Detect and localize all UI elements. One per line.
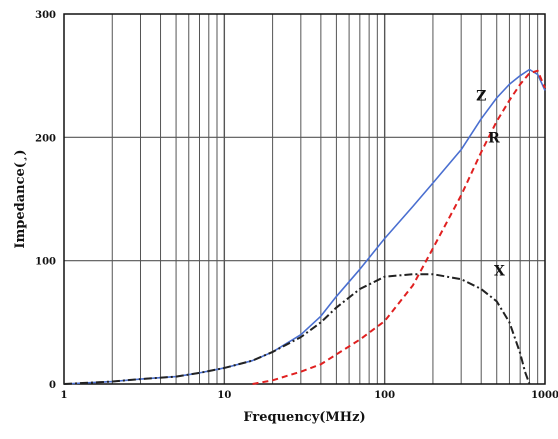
y-tick-label: 200 [35, 133, 56, 144]
x-axis-label: Frequency(MHz) [243, 410, 365, 425]
series-line-r [252, 69, 546, 385]
x-tick-label: 1 [61, 390, 68, 401]
series-label-x: X [494, 263, 505, 279]
series-line-x [63, 273, 531, 385]
series-label-z: Z [476, 88, 486, 104]
y-axis-label: Impedance(¸) [13, 149, 28, 248]
series-labels: Z R X [476, 88, 505, 279]
x-tick-label: 10 [217, 390, 231, 401]
x-tick-label: 100 [374, 390, 395, 401]
tick-labels: 1 10 100 1000 0 100 200 300 [35, 10, 558, 401]
y-tick-label: 100 [35, 257, 56, 268]
grid [64, 14, 545, 384]
series-line-z [63, 68, 546, 385]
series-lines [63, 68, 546, 385]
y-tick-label: 300 [35, 10, 56, 21]
series-label-r: R [488, 130, 500, 146]
plot-frame [63, 13, 546, 385]
x-tick-label: 1000 [531, 390, 558, 401]
y-tick-label: 0 [49, 380, 56, 391]
